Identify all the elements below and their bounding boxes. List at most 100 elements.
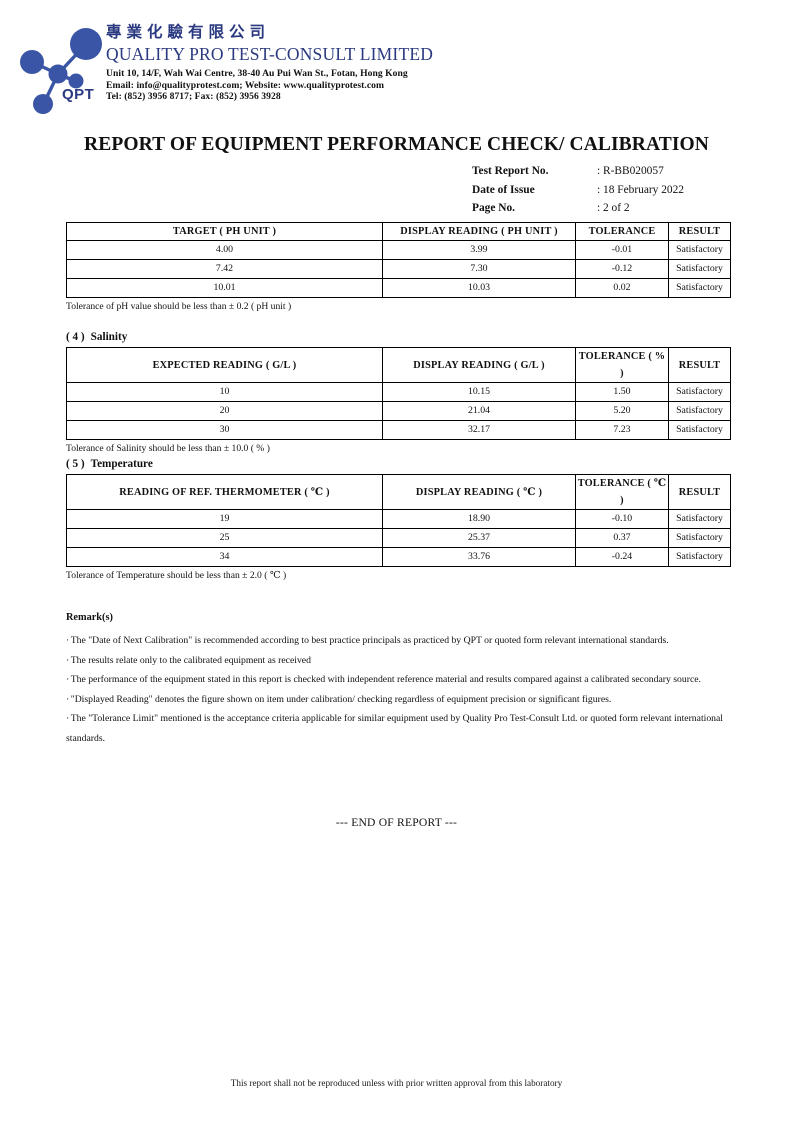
- section-heading-salinity: ( 4 ) Salinity: [66, 330, 730, 344]
- cell-display-reading: 33.76: [382, 547, 576, 567]
- remarks-section: Remark(s) · The "Date of Next Calibration…: [66, 610, 734, 749]
- remark-bullet: ·: [66, 635, 70, 646]
- table-row: 25 25.37 0.37 Satisfactory: [66, 528, 731, 548]
- remark-bullet: ·: [66, 674, 70, 686]
- column-header-tolerance: TOLERANCE: [575, 222, 669, 241]
- page-title: REPORT OF EQUIPMENT PERFORMANCE CHECK/ C…: [84, 134, 709, 155]
- meta-label-page-no: Page No.: [472, 202, 516, 214]
- company-name-chinese: 專業化驗有限公司: [106, 23, 271, 41]
- remark-text: The "Date of Next Calibration" is recomm…: [70, 635, 669, 646]
- company-address-block: Unit 10, 14/F, Wah Wai Centre, 38-40 Au …: [106, 68, 706, 103]
- tolerance-note-salinity: Tolerance of Salinity should be less tha…: [66, 443, 270, 454]
- table-salinity: EXPECTED READING ( G/L ) DISPLAY READING…: [66, 347, 731, 440]
- cell-result: Satisfactory: [668, 509, 731, 529]
- remark-text: "Displayed Reading" denotes the figure s…: [70, 693, 612, 705]
- section-number: ( 4 ): [66, 331, 85, 343]
- table-row: 10 10.15 1.50 Satisfactory: [66, 382, 731, 402]
- column-header-display-reading: DISPLAY READING ( ℃ ): [382, 474, 576, 510]
- meta-value-page-no: : 2 of 2: [597, 202, 630, 214]
- section-number: ( 5 ): [66, 458, 85, 470]
- cell-target: 7.42: [66, 259, 383, 279]
- table-temperature: READING OF REF. THERMOMETER ( ℃ ) DISPLA…: [66, 474, 731, 567]
- cell-target: 10.01: [66, 278, 383, 298]
- column-header-expected-reading: EXPECTED READING ( G/L ): [66, 347, 383, 383]
- table-row: 34 33.76 -0.24 Satisfactory: [66, 547, 731, 567]
- column-header-display-reading: DISPLAY READING ( PH UNIT ): [382, 222, 576, 241]
- tolerance-note-ph: Tolerance of pH value should be less tha…: [66, 301, 292, 312]
- remarks-title: Remark(s): [66, 612, 113, 623]
- remark-item: · The "Date of Next Calibration" is recom…: [66, 631, 734, 651]
- cell-tolerance: -0.24: [575, 547, 669, 567]
- cell-result: Satisfactory: [668, 382, 731, 402]
- molecule-qpt-logo-icon: QPT: [14, 24, 106, 116]
- table-header-row: EXPECTED READING ( G/L ) DISPLAY READING…: [66, 347, 731, 383]
- letterhead: QPT 專業化驗有限公司 QUALITY PRO TEST-CONSULT LI…: [14, 22, 754, 118]
- table-row: 10.01 10.03 0.02 Satisfactory: [66, 278, 731, 298]
- column-header-tolerance: TOLERANCE ( % ): [575, 347, 669, 383]
- meta-value-date-of-issue: : 18 February 2022: [597, 183, 684, 196]
- column-header-ref-thermometer: READING OF REF. THERMOMETER ( ℃ ): [66, 474, 383, 510]
- cell-expected-reading: 10: [66, 382, 383, 402]
- address-line-2: Email: info@qualityprotest.com; Website:…: [106, 79, 385, 91]
- meta-row-date-of-issue: Date of Issue : 18 February 2022: [472, 181, 762, 200]
- cell-result: Satisfactory: [668, 259, 731, 279]
- remark-text: The results relate only to the calibrate…: [70, 654, 311, 666]
- tolerance-note-temperature: Tolerance of Temperature should be less …: [66, 570, 287, 581]
- cell-ref-thermometer: 34: [66, 547, 383, 567]
- cell-expected-reading: 30: [66, 420, 383, 440]
- report-meta: Test Report No.: R-BB020057 Date of Issu…: [472, 162, 762, 218]
- cell-tolerance: -0.12: [575, 259, 669, 279]
- remark-bullet: ·: [66, 713, 70, 725]
- cell-display-reading: 32.17: [382, 420, 576, 440]
- remark-bullet: ·: [66, 693, 70, 705]
- cell-tolerance: 7.23: [575, 420, 669, 440]
- section-salinity: ( 4 ) Salinity EXPECTED READING ( G/L ) D…: [66, 330, 731, 455]
- address-line-1: Unit 10, 14/F, Wah Wai Centre, 38-40 Au …: [106, 68, 408, 79]
- cell-result: Satisfactory: [668, 547, 731, 567]
- cell-display-reading: 3.99: [382, 240, 576, 260]
- column-header-result: RESULT: [668, 222, 731, 241]
- address-line-3: Tel: (852) 3956 8717; Fax: (852) 3956 39…: [106, 91, 281, 103]
- meta-label-date-of-issue: Date of Issue: [472, 183, 535, 196]
- remark-text: The performance of the equipment stated …: [70, 674, 701, 686]
- cell-display-reading: 21.04: [382, 401, 576, 421]
- company-name-english: QUALITY PRO TEST-CONSULT LIMITED: [106, 44, 434, 64]
- table-row: 20 21.04 5.20 Satisfactory: [66, 401, 731, 421]
- column-header-display-reading: DISPLAY READING ( G/L ): [382, 347, 576, 383]
- cell-display-reading: 10.15: [382, 382, 576, 402]
- column-header-target: TARGET ( PH UNIT ): [66, 222, 383, 241]
- logo-text: QPT: [62, 86, 94, 103]
- cell-result: Satisfactory: [668, 420, 731, 440]
- table-ph: TARGET ( PH UNIT ) DISPLAY READING ( PH …: [66, 222, 731, 298]
- cell-tolerance: 0.02: [575, 278, 669, 298]
- footer-disclaimer: This report shall not be reproduced unle…: [230, 1078, 563, 1088]
- cell-tolerance: 0.37: [575, 528, 669, 548]
- table-row: 4.00 3.99 -0.01 Satisfactory: [66, 240, 731, 260]
- cell-display-reading: 18.90: [382, 509, 576, 529]
- cell-tolerance: -0.10: [575, 509, 669, 529]
- section-label: Temperature: [90, 458, 153, 470]
- section-temperature: ( 5 ) Temperature READING OF REF. THERMOM…: [66, 457, 731, 582]
- table-row: 19 18.90 -0.10 Satisfactory: [66, 509, 731, 529]
- cell-result: Satisfactory: [668, 528, 731, 548]
- cell-tolerance: 5.20: [575, 401, 669, 421]
- column-header-result: RESULT: [668, 474, 731, 510]
- cell-result: Satisfactory: [668, 278, 731, 298]
- remark-item: · The performance of the equipment stated…: [66, 670, 734, 690]
- section-label: Salinity: [90, 331, 128, 343]
- remark-item: · "Displayed Reading" denotes the figure …: [66, 690, 734, 710]
- cell-result: Satisfactory: [668, 240, 731, 260]
- column-header-tolerance: TOLERANCE ( ℃ ): [575, 474, 669, 510]
- table-header-row: TARGET ( PH UNIT ) DISPLAY READING ( PH …: [66, 222, 731, 241]
- meta-label-test-report-no: Test Report No.: [472, 165, 549, 177]
- column-header-result: RESULT: [668, 347, 731, 383]
- cell-target: 4.00: [66, 240, 383, 260]
- cell-ref-thermometer: 19: [66, 509, 383, 529]
- table-row: 30 32.17 7.23 Satisfactory: [66, 420, 731, 440]
- remark-item: · The "Tolerance Limit" mentioned is the …: [66, 709, 734, 748]
- section-heading-temperature: ( 5 ) Temperature: [66, 457, 730, 471]
- cell-display-reading: 7.30: [382, 259, 576, 279]
- meta-row-test-report-no: Test Report No.: R-BB020057: [472, 162, 762, 181]
- cell-result: Satisfactory: [668, 401, 731, 421]
